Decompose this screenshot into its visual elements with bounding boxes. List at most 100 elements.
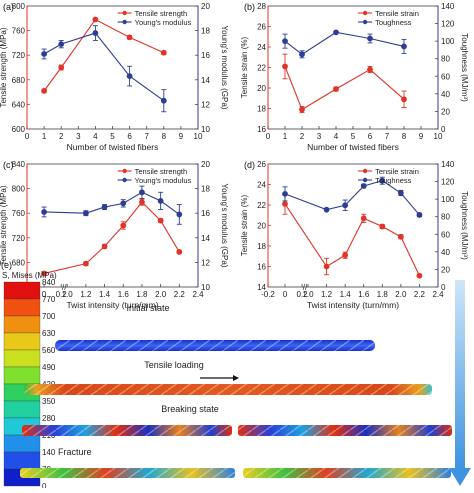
colorbar-title: S, Mises (MPa)	[2, 271, 57, 280]
data-point-red	[160, 49, 167, 56]
x-tick-label: 4	[93, 132, 98, 141]
y-left-tick-label: 800	[12, 185, 26, 194]
y-right-tick-label: 40	[441, 248, 450, 257]
x-tick-label: 1.0	[62, 290, 74, 299]
data-point-blue	[282, 190, 288, 197]
x-tick-label: 6	[368, 132, 373, 141]
colorbar-segment	[3, 332, 41, 351]
x-tick-label: 3	[317, 132, 322, 141]
data-point-blue	[360, 183, 367, 189]
legend-marker	[362, 177, 368, 183]
legend-label: Young's modulus	[135, 18, 192, 27]
data-point-red	[379, 223, 386, 230]
panel-d-label: (d)	[244, 160, 255, 170]
y-right-tick-label: 16	[201, 51, 210, 60]
y-left-tick-label: 840	[12, 160, 26, 169]
y-left-tick-label: 22	[257, 201, 266, 210]
axis-break-mark: //	[62, 283, 67, 292]
colorbar-segment	[3, 315, 41, 334]
x-tick-label: 7	[385, 132, 390, 141]
y-right-tick-label: 14	[201, 234, 210, 243]
colorbar-tick-label: 350	[42, 397, 56, 406]
y-right-tick-label: 140	[441, 160, 455, 169]
x-axis-label: Number of twisted fibers	[67, 142, 159, 152]
y-right-tick-label: 120	[441, 178, 455, 187]
colorbar-segment	[3, 400, 41, 419]
legend-marker	[122, 168, 127, 174]
y-right-tick-label: 18	[201, 185, 210, 194]
colorbar-tick-label: 140	[42, 448, 56, 457]
x-tick-label: 2.0	[395, 290, 407, 299]
legend-marker	[122, 10, 127, 16]
data-point-blue	[379, 177, 386, 184]
y-left-tick-label: 720	[12, 51, 26, 60]
panel-e-label: (e)	[1, 260, 12, 270]
x-tick-label: 7	[144, 132, 149, 141]
plot-frame-d	[267, 163, 439, 288]
process-arrow-head	[449, 468, 471, 486]
y-right-tick-label: 140	[441, 2, 455, 11]
axis-break-mark: //	[303, 283, 308, 292]
fiber-breaking-twist	[22, 425, 452, 436]
colorbar-segment	[3, 366, 41, 385]
y-left-tick-label: 18	[257, 242, 266, 251]
y-left-tick-label: 640	[12, 100, 26, 109]
state-fracture-label: Fracture	[58, 447, 92, 457]
y-right-tick-label: 0	[441, 283, 446, 292]
y-right-tick-label: 12	[201, 258, 210, 267]
y-right-tick-label: 40	[441, 90, 450, 99]
panel-c-label: (c)	[3, 160, 14, 170]
x-tick-label: 5	[110, 132, 115, 141]
colorbar: 840770700630560490420350280210140700	[3, 278, 56, 491]
x-tick-label: 0.2	[56, 290, 68, 299]
panel-b-label: (b)	[244, 2, 255, 12]
y-right-tick-label: 10	[201, 283, 210, 292]
y-left-tick-label: 22	[257, 64, 266, 73]
legend-label: Toughness	[375, 176, 412, 185]
data-point-blue	[342, 202, 349, 209]
y-right-tick-label: 120	[441, 20, 455, 29]
x-tick-label: 1.6	[118, 290, 130, 299]
legend-label: Tensile strength	[135, 167, 188, 176]
colorbar-tick-label: 700	[42, 312, 56, 321]
legend-marker	[362, 168, 368, 174]
data-point-red	[176, 249, 183, 255]
data-point-blue	[333, 29, 339, 36]
data-point-blue	[58, 41, 65, 48]
y-right-axis-label: Toughness (MJ/m³)	[460, 191, 469, 260]
data-point-red	[157, 217, 164, 224]
legend-label: Tensile strength	[135, 9, 188, 18]
data-point-blue	[323, 206, 330, 213]
series-line-blue	[44, 191, 180, 215]
x-tick-label: 3	[76, 132, 81, 141]
y-right-tick-label: 14	[201, 76, 210, 85]
x-tick-label: 10	[434, 132, 443, 141]
x-tick-label: 1.8	[377, 290, 389, 299]
y-right-tick-label: 100	[441, 37, 455, 46]
y-left-axis-label: Tensile strength (MPa)	[0, 185, 8, 265]
series-line-blue	[284, 180, 420, 216]
y-right-tick-label: 16	[201, 209, 210, 218]
y-left-tick-label: 20	[257, 222, 266, 231]
y-left-tick-label: 28	[257, 2, 266, 11]
y-right-tick-label: 20	[441, 107, 450, 116]
colorbar-segment	[3, 434, 41, 453]
x-axis-label: Twist intensity (turn/mm)	[66, 300, 158, 310]
data-point-red	[82, 260, 89, 267]
y-left-tick-label: 760	[12, 27, 26, 36]
x-tick-label: 1.0	[302, 290, 314, 299]
colorbar-tick-label: 280	[42, 414, 56, 423]
y-left-tick-label: 800	[12, 2, 26, 11]
y-left-tick-label: 18	[257, 105, 266, 114]
data-point-blue	[157, 198, 164, 204]
panel-e: (e) S, Mises (MPa) 840770700630560490420…	[1, 260, 471, 491]
chart-a: (a)0 1 2 3 4 5 6 7 8 9 106006406807207608001012141…	[0, 2, 229, 152]
data-point-blue	[367, 35, 373, 42]
legend-marker	[362, 19, 368, 25]
data-point-red	[282, 201, 288, 207]
y-left-tick-label: 24	[257, 181, 266, 190]
y-right-axis-label: Young's modulus (GPa)	[220, 184, 229, 268]
x-tick-label: 9	[179, 132, 184, 141]
data-point-red	[299, 106, 305, 113]
series-line-red	[43, 18, 165, 92]
